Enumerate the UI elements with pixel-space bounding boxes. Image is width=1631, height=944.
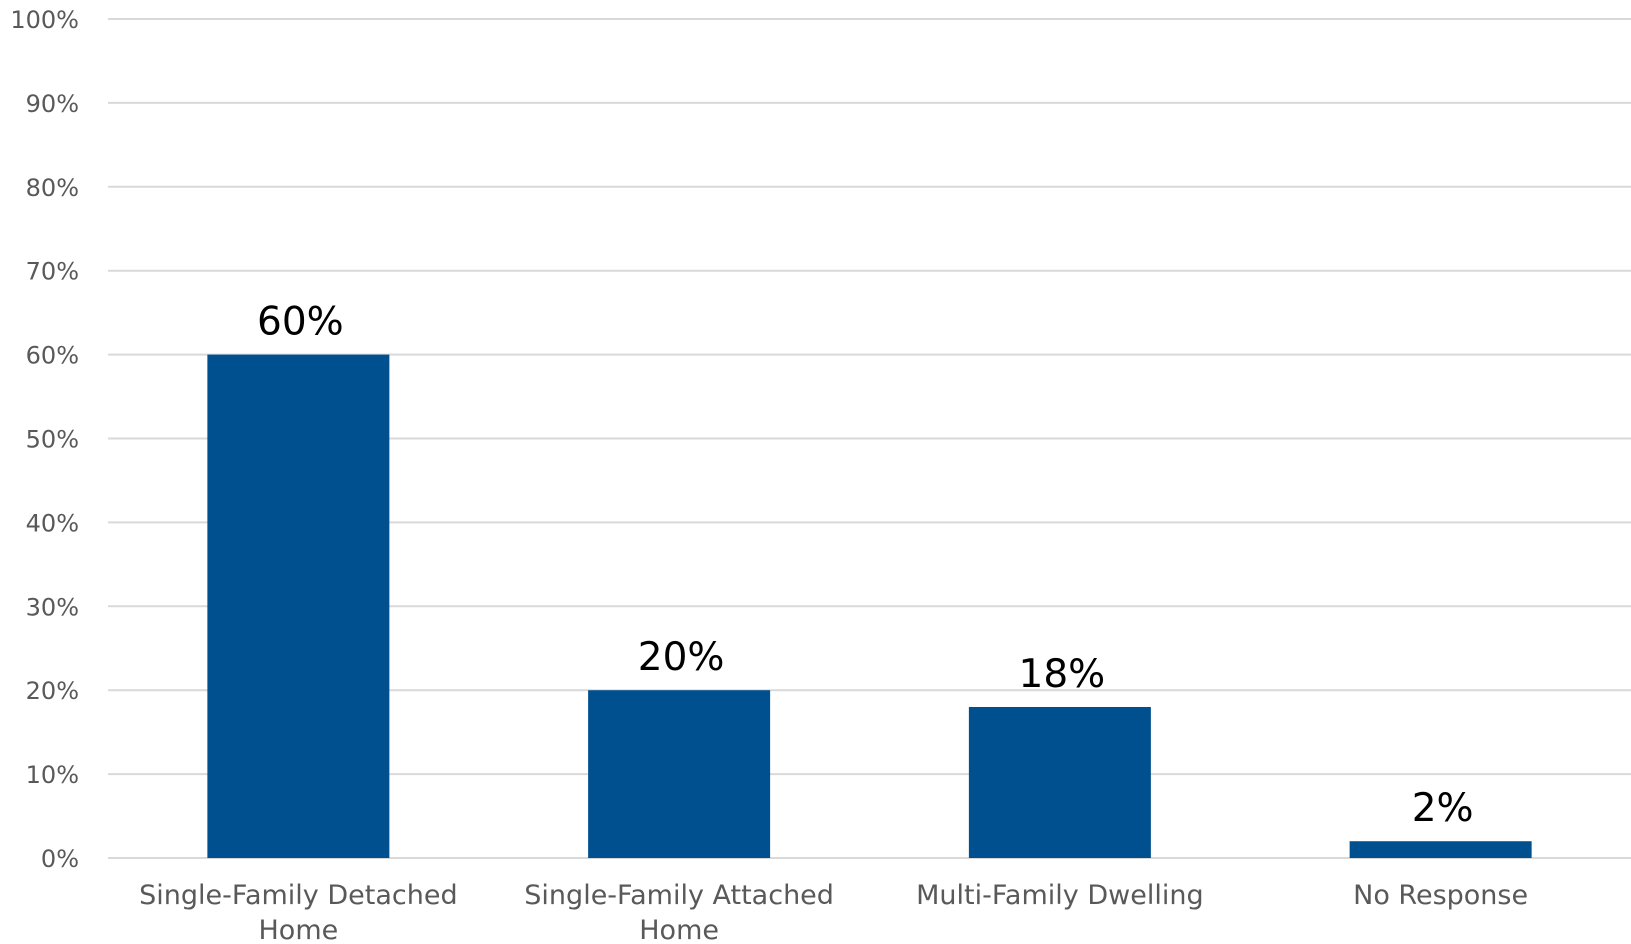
category-label: No Response — [1353, 880, 1528, 911]
data-label: 18% — [1019, 652, 1106, 697]
data-labels: 60% 20% 18% 2% — [257, 300, 1474, 832]
y-tick-label: 100% — [10, 6, 79, 34]
y-tick-label: 80% — [26, 174, 79, 202]
y-axis-tick-labels: 0% 10% 20% 30% 40% 50% 60% 70% 80% 90% 100% — [10, 6, 79, 873]
category-label: Single-Family Detached Home — [139, 880, 457, 944]
bars — [207, 354, 1532, 858]
category-label-line: Single-Family Attached — [524, 880, 834, 911]
y-tick-label: 20% — [26, 677, 79, 705]
bar — [1349, 841, 1532, 858]
y-tick-label: 50% — [26, 426, 79, 454]
category-label-line: Single-Family Detached — [139, 880, 457, 911]
bar — [588, 690, 771, 858]
bar — [207, 354, 390, 858]
data-label: 2% — [1412, 786, 1474, 831]
y-tick-label: 60% — [26, 342, 79, 370]
category-label: Multi-Family Dwelling — [916, 880, 1203, 911]
category-label-line: Home — [259, 915, 339, 944]
category-labels: Single-Family Detached HomeSingle-Family … — [139, 880, 1528, 944]
category-label-line: No Response — [1353, 880, 1528, 911]
y-tick-label: 30% — [26, 593, 79, 621]
category-label: Single-Family Attached Home — [524, 880, 834, 944]
y-tick-label: 70% — [26, 258, 79, 286]
data-label: 20% — [638, 635, 725, 680]
category-label-line: Home — [639, 915, 719, 944]
y-tick-label: 40% — [26, 509, 79, 537]
y-tick-label: 10% — [26, 761, 79, 789]
category-label-line: Multi-Family Dwelling — [916, 880, 1203, 911]
y-tick-label: 90% — [26, 90, 79, 118]
data-label: 60% — [257, 300, 344, 345]
y-tick-label: 0% — [41, 845, 79, 873]
bar — [968, 706, 1151, 858]
